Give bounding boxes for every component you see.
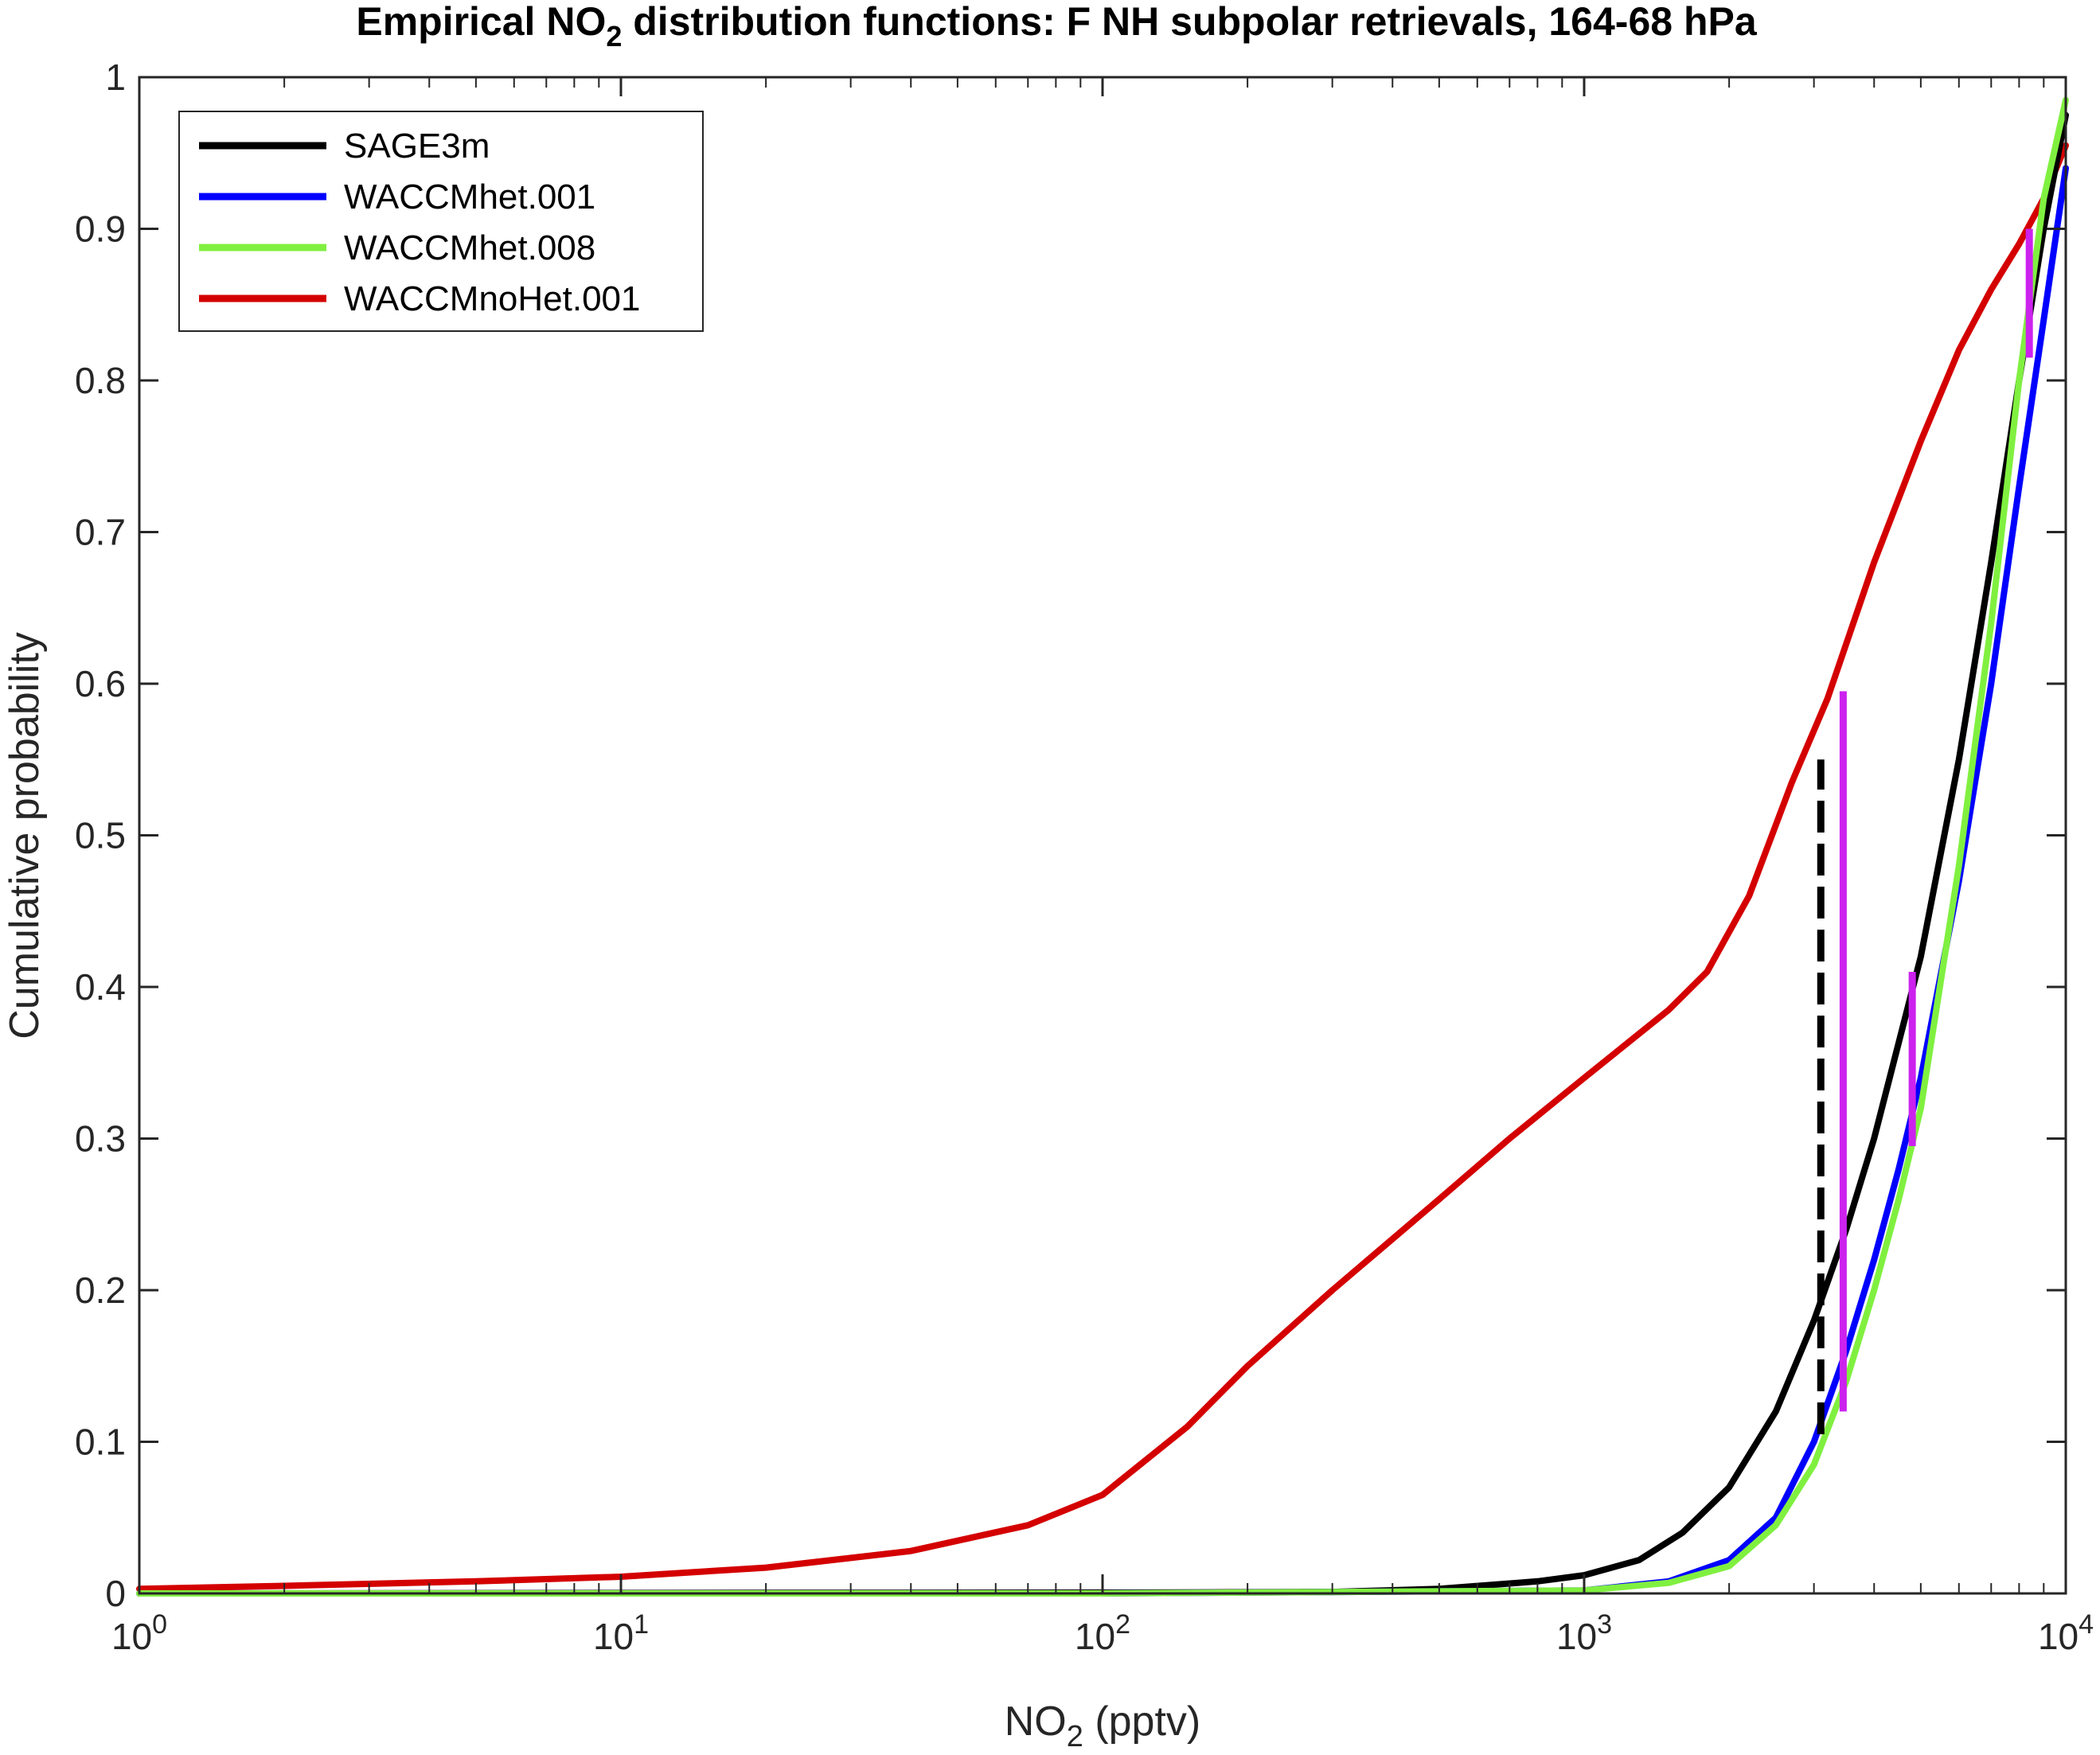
series-line-3 [136, 96, 2069, 1597]
y-tick-label: 0 [105, 1573, 126, 1614]
y-tick-label: 0.7 [75, 512, 126, 553]
y-tick-label: 0.1 [75, 1422, 126, 1463]
y-tick-label: 0.3 [75, 1118, 126, 1160]
y-axis-label: Cumulative probability [2, 632, 48, 1039]
x-tick-label: 104 [2038, 1609, 2094, 1657]
x-tick-label: 103 [1556, 1609, 1612, 1657]
x-tick-label: 101 [593, 1609, 649, 1657]
y-tick-label: 0.5 [75, 815, 126, 856]
legend-label-1: WACCMhet.001 [344, 177, 595, 216]
x-tick-label: 102 [1075, 1609, 1130, 1657]
y-tick-label: 0.9 [75, 209, 126, 250]
legend-label-0: SAGE3m [344, 127, 490, 166]
x-tick-label: 100 [111, 1609, 167, 1657]
y-tick-label: 0.2 [75, 1269, 126, 1311]
legend-label-3: WACCMnoHet.001 [344, 279, 641, 318]
x-axis-label: NO2 (pptv) [1005, 1698, 1201, 1753]
y-tick-label: 0.4 [75, 966, 126, 1008]
chart-title: Empirical NO2 distribution functions: F … [356, 0, 1757, 53]
y-tick-label: 0.8 [75, 360, 126, 401]
x-tick-labels: 100 101 102 103 104 [111, 1609, 2094, 1657]
y-tick-label: 1 [105, 57, 126, 98]
legend: SAGE3m WACCMhet.001 WACCMhet.008 WACCMnoHet… [178, 111, 704, 332]
y-tick-labels: 0 0.1 0.2 0.3 0.4 0.5 0.6 0.7 0.8 0.9 1 [75, 57, 126, 1614]
axis-ticks [138, 76, 2067, 1595]
series-line-0 [136, 142, 2069, 1593]
marker-lines [1817, 228, 2033, 1434]
legend-label-2: WACCMhet.008 [344, 228, 595, 267]
y-tick-label: 0.6 [75, 663, 126, 704]
